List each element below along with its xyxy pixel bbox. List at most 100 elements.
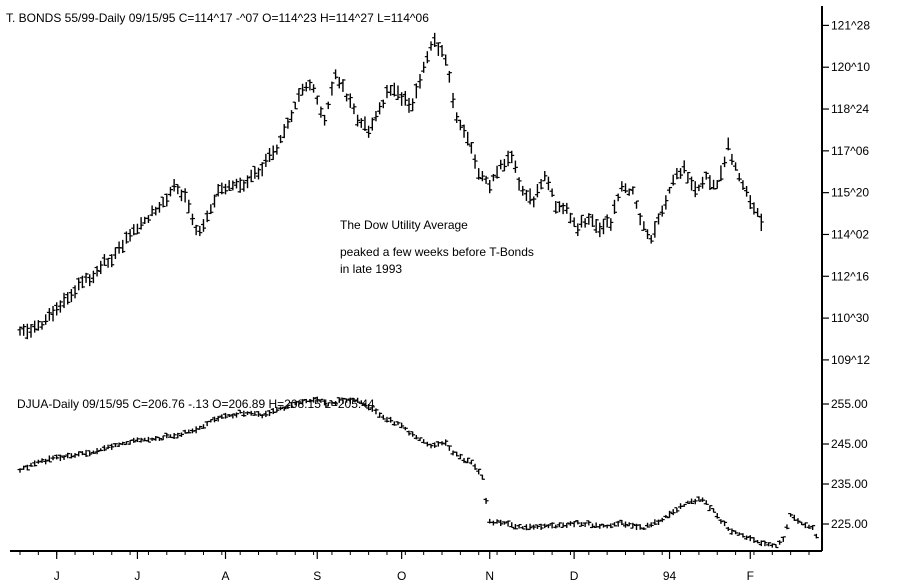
tbonds-tick-label: 115^20 bbox=[831, 186, 869, 200]
tbonds-bar bbox=[450, 92, 456, 109]
djua-bar bbox=[578, 522, 584, 527]
time-tick-label: D bbox=[570, 569, 579, 583]
tbonds-bar bbox=[307, 79, 313, 91]
tbonds-bar bbox=[230, 180, 236, 191]
djua-bar bbox=[223, 412, 229, 419]
djua-bar bbox=[391, 421, 397, 426]
djua-bar bbox=[659, 517, 665, 523]
tbonds-bar bbox=[549, 188, 555, 197]
djua-bar bbox=[46, 455, 52, 463]
djua-bar bbox=[211, 416, 217, 423]
tbonds-bar bbox=[175, 183, 181, 195]
djua-bar bbox=[813, 533, 819, 539]
djua-bar bbox=[160, 435, 166, 441]
tbonds-tick-label: 120^10 bbox=[831, 60, 870, 74]
tbonds-bar bbox=[289, 110, 295, 123]
djua-bar bbox=[54, 454, 60, 460]
djua-bar bbox=[200, 424, 206, 429]
tbonds-bar bbox=[758, 213, 764, 232]
tbonds-bar bbox=[72, 285, 78, 299]
tbonds-bar bbox=[483, 175, 489, 184]
djua-bar bbox=[164, 432, 170, 439]
djua-bar bbox=[465, 457, 471, 464]
djua-bar bbox=[681, 503, 687, 507]
djua-bar bbox=[219, 414, 225, 419]
djua-bar bbox=[186, 429, 192, 434]
djua-bar bbox=[641, 527, 647, 530]
djua-bar bbox=[241, 410, 247, 417]
tbonds-bar bbox=[274, 144, 280, 155]
tbonds-bar bbox=[670, 174, 676, 186]
djua-bar bbox=[645, 522, 651, 528]
djua-bar bbox=[366, 404, 372, 411]
tbonds-bar bbox=[667, 186, 673, 194]
tbonds-tick-label: 112^16 bbox=[831, 269, 869, 283]
djua-bar bbox=[652, 519, 658, 526]
tbonds-bar bbox=[623, 183, 629, 194]
tbonds-bar bbox=[215, 183, 221, 197]
djua-bar bbox=[406, 430, 412, 436]
djua-bar bbox=[531, 524, 537, 530]
tbonds-bar bbox=[61, 292, 67, 309]
tbonds-bar bbox=[311, 84, 317, 93]
tbonds-bar bbox=[68, 289, 74, 303]
djua-bar bbox=[197, 425, 203, 430]
djua-bar bbox=[707, 505, 713, 512]
tbonds-tick-label: 117^06 bbox=[831, 144, 869, 158]
tbonds-bar bbox=[534, 183, 540, 198]
djua-bar bbox=[512, 524, 518, 530]
tbonds-bar bbox=[285, 117, 291, 129]
djua-bar bbox=[626, 522, 632, 527]
tbonds-bar bbox=[123, 231, 129, 244]
tbonds-bar bbox=[681, 160, 687, 174]
djua-bar bbox=[656, 519, 662, 525]
tbonds-bar bbox=[490, 173, 496, 182]
djua-bar bbox=[777, 540, 783, 545]
djua-bar bbox=[571, 521, 577, 528]
djua-bar bbox=[171, 433, 177, 440]
djua-bar bbox=[428, 443, 434, 449]
djua-bar bbox=[274, 406, 280, 413]
djua-bar bbox=[589, 523, 595, 529]
djua-header: DJUA-Daily 09/15/95 C=206.76 -.13 O=206.… bbox=[17, 397, 375, 411]
tbonds-bar bbox=[17, 326, 23, 336]
djua-bar bbox=[226, 413, 232, 418]
tbonds-bar bbox=[645, 229, 651, 240]
djua-bar bbox=[399, 422, 405, 429]
tbonds-bar bbox=[615, 193, 621, 202]
djua-bar bbox=[355, 397, 361, 403]
tbonds-bar bbox=[692, 181, 698, 198]
tbonds-bar bbox=[457, 119, 463, 131]
tbonds-bar bbox=[428, 41, 434, 51]
tbonds-bar bbox=[689, 176, 695, 191]
djua-bar bbox=[575, 520, 581, 525]
annotation-line-1: The Dow Utility Average bbox=[340, 218, 468, 232]
djua-bar bbox=[586, 520, 592, 526]
tbonds-bar bbox=[223, 183, 229, 195]
tbonds-bar bbox=[208, 204, 214, 215]
time-tick-label: 94 bbox=[663, 569, 677, 583]
tbonds-bar bbox=[443, 54, 449, 66]
djua-bar bbox=[325, 402, 331, 407]
time-tick-label: N bbox=[485, 569, 494, 583]
tbonds-bar bbox=[421, 61, 427, 73]
tbonds-bar bbox=[553, 200, 559, 214]
tbonds-bar bbox=[145, 215, 151, 224]
tbonds-bar bbox=[465, 131, 471, 146]
tbonds-bar bbox=[461, 124, 467, 138]
tbonds-bar bbox=[424, 51, 430, 64]
djua-price-axis: 255.00 245.00 235.00 225.00 bbox=[822, 397, 868, 531]
djua-bar bbox=[527, 523, 533, 531]
tbonds-bar bbox=[101, 254, 107, 266]
tbonds-bar bbox=[575, 223, 581, 237]
djua-bar bbox=[68, 453, 74, 459]
tbonds-bar bbox=[736, 172, 742, 182]
djua-bar bbox=[322, 399, 328, 406]
tbonds-bar bbox=[454, 112, 460, 123]
djua-bar bbox=[402, 426, 408, 431]
tbonds-bar bbox=[164, 193, 170, 207]
djua-bar bbox=[443, 439, 449, 446]
tbonds-bar bbox=[432, 32, 438, 48]
tbonds-bar bbox=[564, 202, 570, 214]
